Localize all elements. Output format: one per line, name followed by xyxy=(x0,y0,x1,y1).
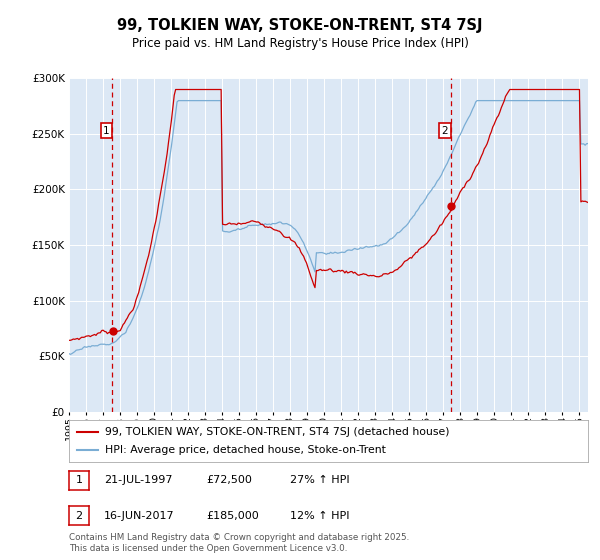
Text: £72,500: £72,500 xyxy=(206,475,251,486)
Text: 1: 1 xyxy=(76,475,82,486)
Text: 99, TOLKIEN WAY, STOKE-ON-TRENT, ST4 7SJ: 99, TOLKIEN WAY, STOKE-ON-TRENT, ST4 7SJ xyxy=(117,18,483,32)
Text: 99, TOLKIEN WAY, STOKE-ON-TRENT, ST4 7SJ (detached house): 99, TOLKIEN WAY, STOKE-ON-TRENT, ST4 7SJ… xyxy=(106,427,450,437)
Text: HPI: Average price, detached house, Stoke-on-Trent: HPI: Average price, detached house, Stok… xyxy=(106,445,386,455)
Text: 1: 1 xyxy=(103,125,110,136)
Text: £185,000: £185,000 xyxy=(206,511,259,521)
Text: 16-JUN-2017: 16-JUN-2017 xyxy=(104,511,175,521)
Text: 27% ↑ HPI: 27% ↑ HPI xyxy=(290,475,349,486)
Text: 2: 2 xyxy=(76,511,82,521)
Text: 2: 2 xyxy=(442,125,448,136)
Text: 12% ↑ HPI: 12% ↑ HPI xyxy=(290,511,349,521)
Text: 21-JUL-1997: 21-JUL-1997 xyxy=(104,475,172,486)
Text: Contains HM Land Registry data © Crown copyright and database right 2025.
This d: Contains HM Land Registry data © Crown c… xyxy=(69,533,409,553)
Text: Price paid vs. HM Land Registry's House Price Index (HPI): Price paid vs. HM Land Registry's House … xyxy=(131,36,469,50)
